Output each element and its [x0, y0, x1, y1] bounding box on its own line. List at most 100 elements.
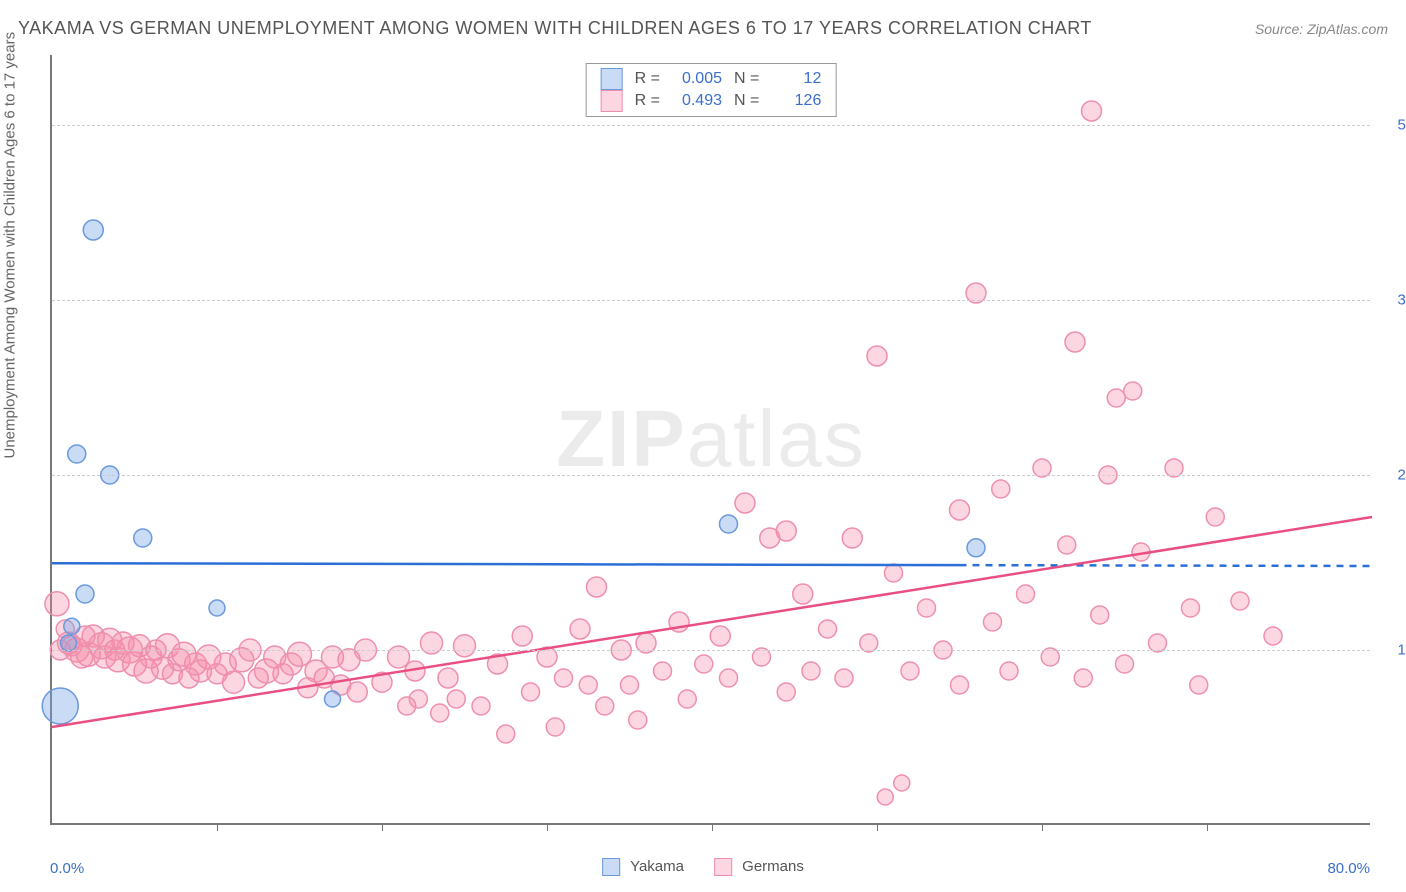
- y-tick-label: 25.0%: [1380, 467, 1406, 484]
- gridline: [52, 125, 1370, 126]
- data-point: [720, 515, 738, 533]
- data-point: [579, 676, 597, 694]
- data-point: [901, 662, 919, 680]
- n-label: N =: [734, 92, 759, 110]
- data-point: [1091, 606, 1109, 624]
- data-point: [555, 669, 573, 687]
- gridline: [52, 300, 1370, 301]
- x-tick: [877, 823, 878, 831]
- data-point: [967, 539, 985, 557]
- data-point: [64, 618, 80, 634]
- data-point: [695, 655, 713, 673]
- data-point: [802, 662, 820, 680]
- swatch-germans: [601, 90, 623, 112]
- data-point: [512, 626, 532, 646]
- data-point: [134, 529, 152, 547]
- x-tick: [382, 823, 383, 831]
- data-point: [776, 521, 796, 541]
- x-tick: [1042, 823, 1043, 831]
- data-point: [454, 635, 476, 657]
- n-value-yakama: 12: [771, 70, 821, 88]
- data-point: [918, 599, 936, 617]
- y-tick-label: 12.5%: [1380, 642, 1406, 659]
- data-point: [347, 682, 367, 702]
- r-value-germans: 0.493: [672, 92, 722, 110]
- data-point: [793, 584, 813, 604]
- data-point: [76, 585, 94, 603]
- data-point: [842, 528, 862, 548]
- data-point: [1000, 662, 1018, 680]
- data-point: [1065, 332, 1085, 352]
- data-point: [1206, 508, 1224, 526]
- legend-label-yakama: Yakama: [630, 858, 684, 875]
- gridline: [52, 650, 1370, 651]
- data-point: [438, 668, 458, 688]
- x-tick: [217, 823, 218, 831]
- data-point: [587, 577, 607, 597]
- data-point: [45, 592, 69, 616]
- data-point: [735, 493, 755, 513]
- data-point: [223, 671, 245, 693]
- legend-label-germans: Germans: [742, 858, 804, 875]
- chart-title: YAKAMA VS GERMAN UNEMPLOYMENT AMONG WOME…: [18, 18, 1092, 39]
- legend-item-yakama: Yakama: [602, 858, 684, 876]
- gridline: [52, 475, 1370, 476]
- data-point: [209, 600, 225, 616]
- trend-line: [960, 565, 1373, 566]
- legend-item-germans: Germans: [714, 858, 804, 876]
- data-point: [1264, 627, 1282, 645]
- x-tick: [1207, 823, 1208, 831]
- data-point: [83, 220, 103, 240]
- data-point: [1116, 655, 1134, 673]
- data-point: [596, 697, 614, 715]
- data-point: [1017, 585, 1035, 603]
- stat-row-yakama: R = 0.005 N = 12: [601, 68, 822, 90]
- data-point: [1074, 669, 1092, 687]
- data-point: [431, 704, 449, 722]
- data-point: [42, 688, 78, 724]
- trend-line: [52, 563, 960, 565]
- data-point: [1058, 536, 1076, 554]
- x-axis-min-label: 0.0%: [50, 860, 84, 877]
- data-point: [1082, 101, 1102, 121]
- data-point: [654, 662, 672, 680]
- data-point: [678, 690, 696, 708]
- data-point: [1231, 592, 1249, 610]
- r-label: R =: [635, 70, 660, 88]
- data-point: [720, 669, 738, 687]
- data-point: [835, 669, 853, 687]
- data-point: [546, 718, 564, 736]
- swatch-yakama-bottom: [602, 858, 620, 876]
- swatch-germans-bottom: [714, 858, 732, 876]
- data-point: [777, 683, 795, 701]
- y-axis-label: Unemployment Among Women with Children A…: [2, 32, 19, 459]
- data-point: [950, 500, 970, 520]
- data-point: [1107, 389, 1125, 407]
- swatch-yakama: [601, 68, 623, 90]
- data-point: [710, 626, 730, 646]
- data-point: [1190, 676, 1208, 694]
- data-point: [885, 564, 903, 582]
- x-tick: [712, 823, 713, 831]
- plot-area: R = 0.005 N = 12 R = 0.493 N = 126 ZIPat…: [50, 55, 1370, 825]
- data-point: [984, 613, 1002, 631]
- data-point: [570, 619, 590, 639]
- data-point: [894, 775, 910, 791]
- n-label: N =: [734, 70, 759, 88]
- data-point: [877, 789, 893, 805]
- data-point: [472, 697, 490, 715]
- scatter-svg: [52, 55, 1370, 823]
- data-point: [951, 676, 969, 694]
- data-point: [522, 683, 540, 701]
- source-attribution: Source: ZipAtlas.com: [1255, 21, 1388, 37]
- bottom-legend: Yakama Germans: [602, 858, 804, 876]
- title-bar: YAKAMA VS GERMAN UNEMPLOYMENT AMONG WOME…: [18, 18, 1388, 39]
- data-point: [621, 676, 639, 694]
- data-point: [819, 620, 837, 638]
- n-value-germans: 126: [771, 92, 821, 110]
- x-tick: [547, 823, 548, 831]
- stat-legend: R = 0.005 N = 12 R = 0.493 N = 126: [586, 63, 837, 117]
- data-point: [409, 690, 427, 708]
- stat-row-germans: R = 0.493 N = 126: [601, 90, 822, 112]
- trend-line: [52, 517, 1372, 727]
